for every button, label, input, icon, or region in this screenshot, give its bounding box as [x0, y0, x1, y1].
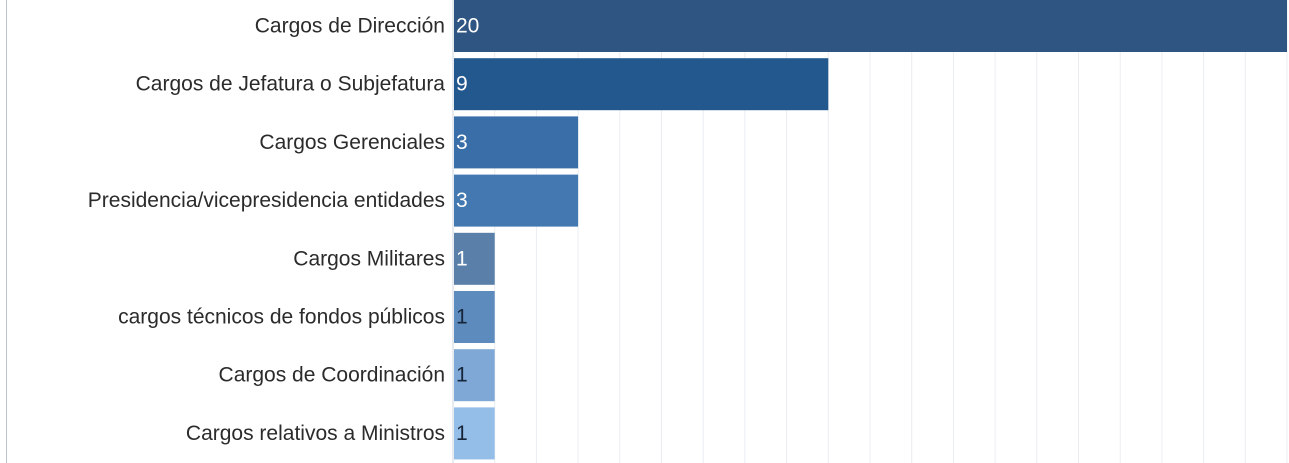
bar-value-label: 20	[456, 15, 479, 38]
bar	[454, 58, 829, 111]
bar	[454, 407, 495, 460]
category-label: Cargos de Coordinación	[219, 364, 445, 387]
category-label: Cargos de Dirección	[255, 15, 445, 38]
bar-value-label: 3	[456, 189, 468, 212]
bars: Cargos de Dirección 20 Cargos de Jefatura …	[88, 0, 1287, 460]
category-label: Presidencia/vicepresidencia entidades	[88, 189, 445, 212]
category-label: Cargos Gerenciales	[259, 131, 445, 154]
category-label: Cargos de Jefatura o Subjefatura	[136, 73, 446, 96]
bar-value-label: 3	[456, 131, 468, 154]
bar	[454, 0, 1287, 52]
category-label: Cargos relativos a Ministros	[186, 422, 445, 445]
bar-value-label: 1	[456, 364, 468, 387]
bar	[454, 349, 495, 402]
bar-value-label: 1	[456, 247, 468, 270]
bar	[454, 174, 579, 227]
bar-value-label: 1	[456, 306, 468, 329]
bar	[454, 116, 579, 169]
category-label: cargos técnicos de fondos públicos	[118, 306, 445, 329]
chart-left-border	[6, 0, 7, 463]
bar	[454, 291, 495, 343]
bar-value-label: 9	[456, 73, 468, 96]
bar	[454, 232, 495, 285]
gridlines	[494, 0, 1288, 463]
bar-value-label: 1	[456, 422, 468, 445]
category-label: Cargos Militares	[293, 247, 445, 270]
